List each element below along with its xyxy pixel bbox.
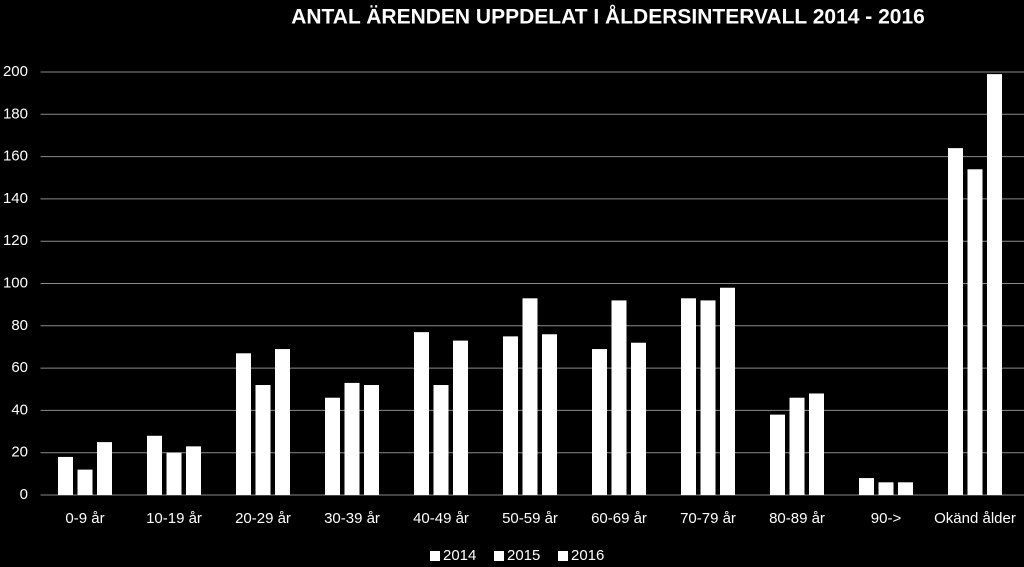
legend-label: 2014: [443, 547, 476, 564]
bar: [275, 349, 290, 495]
bar: [592, 349, 607, 495]
bar: [878, 482, 894, 495]
x-tick-label: 40-49 år: [413, 510, 469, 527]
x-tick-label: Okänd ålder: [934, 510, 1016, 527]
bar: [344, 382, 360, 495]
bar: [77, 469, 93, 495]
x-tick-label: 70-79 år: [680, 510, 736, 527]
y-tick-label: 20: [11, 444, 28, 461]
bar: [325, 397, 340, 495]
bar: [166, 452, 182, 495]
legend-label: 2015: [507, 547, 540, 564]
legend-swatch: [558, 551, 568, 561]
bar: [186, 446, 201, 495]
bar: [97, 442, 112, 495]
bar: [631, 342, 646, 495]
y-tick-label: 120: [3, 232, 28, 249]
bar: [522, 298, 538, 495]
chart-title: ANTAL ÄRENDEN UPPDELAT I ÅLDERSINTERVALL…: [291, 5, 925, 29]
bar: [809, 393, 824, 495]
y-tick-label: 160: [3, 148, 28, 165]
legend-swatch: [430, 551, 440, 561]
bar: [503, 336, 518, 495]
bar: [789, 397, 805, 495]
bar: [770, 414, 785, 495]
bar: [720, 287, 735, 495]
y-tick-label: 100: [3, 274, 28, 291]
y-tick-label: 40: [11, 401, 28, 418]
bar: [58, 456, 73, 495]
y-tick-label: 140: [3, 190, 28, 207]
bar: [453, 340, 468, 495]
bar: [255, 385, 271, 495]
bar: [414, 332, 429, 495]
bar: [700, 300, 716, 495]
bar: [987, 74, 1002, 496]
y-tick-label: 60: [11, 359, 28, 376]
x-tick-label: 90->: [871, 510, 902, 527]
bar: [611, 300, 627, 495]
x-tick-label: 60-69 år: [591, 510, 647, 527]
x-tick-label: 0-9 år: [65, 510, 104, 527]
y-tick-label: 80: [11, 317, 28, 334]
bar: [681, 298, 696, 495]
x-tick-label: 80-89 år: [769, 510, 825, 527]
bar: [948, 148, 963, 495]
bar: [364, 385, 379, 495]
bar: [967, 169, 983, 496]
y-tick-label: 0: [20, 486, 28, 503]
bar: [542, 334, 557, 495]
bar: [147, 435, 162, 495]
bar: [433, 385, 449, 495]
y-tick-label: 200: [3, 63, 28, 80]
bar: [898, 482, 913, 495]
legend-swatch: [494, 551, 504, 561]
y-tick-label: 180: [3, 105, 28, 122]
x-tick-label: 20-29 år: [235, 510, 291, 527]
bar: [859, 478, 874, 495]
legend-label: 2016: [571, 547, 604, 564]
x-tick-label: 30-39 år: [324, 510, 380, 527]
x-tick-label: 50-59 år: [502, 510, 558, 527]
bar: [236, 353, 251, 495]
x-tick-label: 10-19 år: [146, 510, 202, 527]
